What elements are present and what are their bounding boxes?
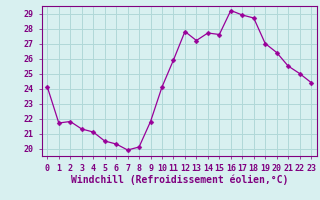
X-axis label: Windchill (Refroidissement éolien,°C): Windchill (Refroidissement éolien,°C) [70, 174, 288, 185]
